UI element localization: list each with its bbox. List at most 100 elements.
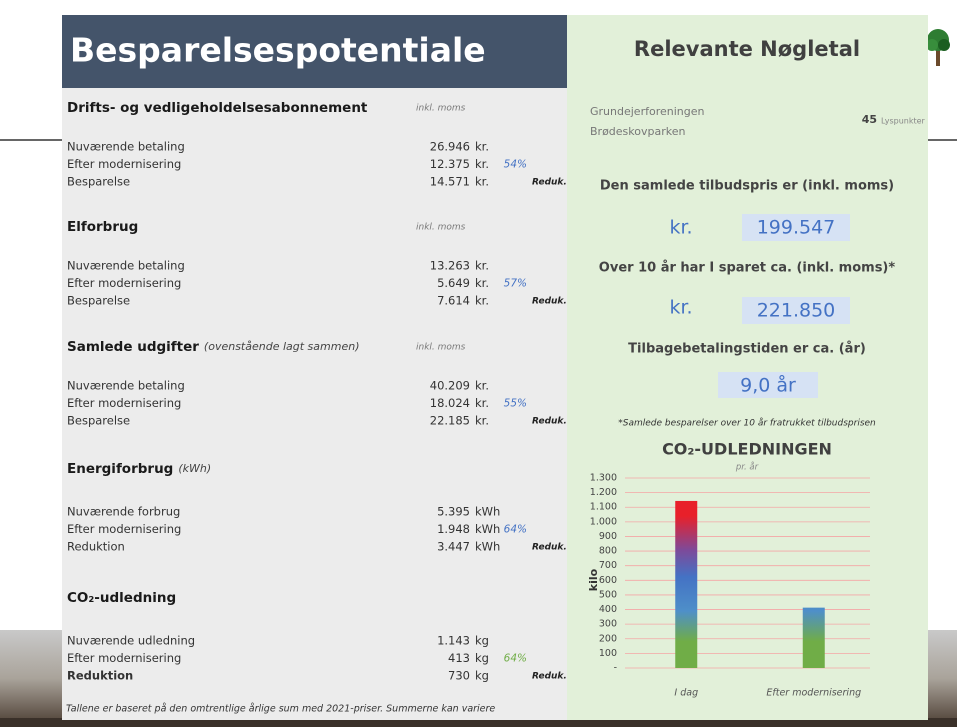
association: Brødeskovparken (590, 125, 685, 138)
percent: 64% (504, 524, 527, 536)
y-tick-label: 800 (599, 546, 617, 557)
row-unit: kr. (475, 175, 489, 189)
bar (803, 608, 825, 668)
percent: 55% (504, 398, 527, 410)
lights-count: 45 (862, 113, 877, 126)
left-panel (62, 15, 567, 720)
left-title: Besparelsespotentiale (70, 31, 486, 70)
chart-title: CO₂-UDLEDNINGEN (662, 440, 832, 459)
reduk-label: Reduk. (532, 178, 567, 188)
row-value: 1.143 (437, 634, 470, 648)
row-label: Besparelse (67, 294, 130, 308)
row-unit: kWh (475, 522, 500, 536)
row-label: Efter modernisering (67, 157, 181, 171)
photo-strip (928, 630, 957, 727)
row-label: Reduktion (67, 669, 133, 683)
heading-suffix: (ovenstående lagt sammen) (204, 340, 360, 353)
y-tick-label: 1.000 (590, 516, 617, 527)
row-value: 14.571 (430, 175, 470, 189)
row-unit: kr. (475, 294, 489, 308)
right-title: Relevante Nøgletal (634, 37, 860, 61)
row-label: Besparelse (67, 414, 130, 428)
y-tick-label: 100 (599, 648, 617, 659)
row-unit: kr. (475, 259, 489, 273)
page: Besparelsespotentiale Drifts- og vedlige… (0, 0, 957, 727)
row-value: 26.946 (430, 140, 470, 154)
row-value: 7.614 (437, 294, 470, 308)
row-label: Efter modernisering (67, 522, 181, 536)
note: inkl. moms (416, 104, 466, 114)
row-unit: kr. (475, 414, 489, 428)
row-unit: kg (475, 669, 489, 683)
row-value: 5.649 (437, 276, 470, 290)
y-tick-label: 700 (599, 560, 617, 571)
association: Grundejerforeningen (590, 105, 704, 118)
heading-suffix: (kWh) (178, 462, 211, 475)
reduk-label: Reduk. (532, 543, 567, 553)
reduk-label: Reduk. (532, 417, 567, 427)
row-unit: kg (475, 634, 489, 648)
row-unit: kr. (475, 157, 489, 171)
heading-text: Drifts- og vedligeholdelsesabonnement (67, 100, 368, 116)
kpi-heading: Den samlede tilbudspris er (inkl. moms) (600, 179, 894, 194)
section-heading: Drifts- og vedligeholdelsesabonnement (67, 100, 368, 116)
row-value: 413 (448, 651, 470, 665)
y-tick-label: 500 (599, 589, 617, 600)
row-unit: kg (475, 651, 489, 665)
section-heading: CO₂-udledning (67, 590, 176, 606)
row-unit: kr. (475, 276, 489, 290)
reduk-label: Reduk. (532, 297, 567, 307)
chart-subtitle: pr. år (735, 462, 759, 473)
heading-text: CO₂-udledning (67, 590, 176, 606)
heading-text: Elforbrug (67, 219, 138, 235)
row-unit: kr. (475, 140, 489, 154)
row-label: Nuværende udledning (67, 634, 195, 648)
y-tick-label: 200 (599, 633, 617, 644)
row-value: 22.185 (430, 414, 470, 428)
row-label: Nuværende betaling (67, 259, 185, 273)
x-tick-label: Efter modernisering (766, 688, 861, 699)
kpi-value: 9,0 år (740, 374, 796, 397)
photo-strip (0, 630, 62, 727)
y-tick-label: 900 (599, 531, 617, 542)
row-value: 3.447 (437, 540, 470, 554)
percent: 57% (504, 278, 527, 290)
footer-note: Tallene er baseret på den omtrentlige år… (66, 704, 495, 715)
section-heading: Samlede udgifter (ovenstående lagt sammen… (67, 339, 360, 355)
row-value: 1.948 (437, 522, 470, 536)
heading-text: Samlede udgifter (67, 339, 199, 355)
y-tick-label: - (614, 663, 617, 674)
row-value: 5.395 (437, 505, 470, 519)
y-tick-label: 400 (599, 604, 617, 615)
lights-unit: Lyspunkter (881, 117, 926, 126)
row-label: Nuværende betaling (67, 140, 185, 154)
row-value: 13.263 (430, 259, 470, 273)
row-value: 12.375 (430, 157, 470, 171)
row-unit: kr. (475, 379, 489, 393)
row-label: Efter modernisering (67, 651, 181, 665)
row-label: Nuværende forbrug (67, 505, 180, 519)
row-unit: kWh (475, 505, 500, 519)
row-label: Besparelse (67, 175, 130, 189)
row-label: Nuværende betaling (67, 379, 185, 393)
y-tick-label: 600 (599, 575, 617, 586)
row-label: Reduktion (67, 540, 125, 554)
percent: 54% (504, 159, 527, 171)
tree-icon (926, 29, 950, 66)
kpi-heading: Over 10 år har I sparet ca. (inkl. moms)… (599, 261, 896, 276)
y-tick-label: 1.300 (590, 473, 617, 484)
bar (675, 501, 697, 668)
y-tick-label: 300 (599, 619, 617, 630)
kpi-value: 199.547 (757, 217, 836, 239)
section-heading: Elforbrug (67, 219, 138, 235)
kpi-value: 221.850 (757, 300, 836, 322)
x-tick-label: I dag (674, 688, 698, 699)
row-value: 730 (448, 669, 470, 683)
heading-text: Energiforbrug (67, 461, 173, 477)
y-tick-label: 1.200 (590, 487, 617, 498)
kpi-heading: Tilbagebetalingstiden er ca. (år) (628, 342, 866, 357)
y-tick-label: 1.100 (590, 502, 617, 513)
kpi-unit: kr. (669, 297, 692, 319)
note: inkl. moms (416, 343, 466, 353)
kpi-unit: kr. (669, 217, 692, 239)
